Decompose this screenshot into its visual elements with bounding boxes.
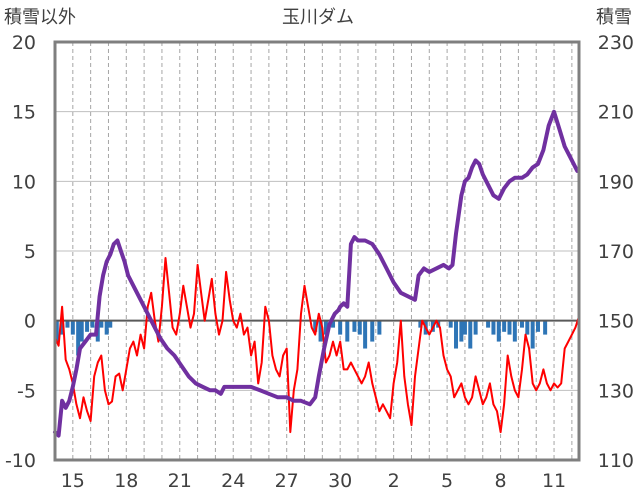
- right-tick-label: 150: [598, 311, 634, 333]
- x-tick-label: 21: [168, 470, 192, 492]
- snow-change-bar: [76, 320, 81, 356]
- snow-change-bar: [418, 320, 423, 328]
- snow-change-bar: [462, 320, 467, 335]
- snow-change-bar: [338, 320, 343, 335]
- left-tick-label: 10: [12, 171, 36, 193]
- right-tick-label: 190: [598, 171, 634, 193]
- plot-frame: [53, 40, 581, 462]
- left-tick-label: 20: [12, 32, 36, 54]
- snow-change-bar: [507, 320, 512, 335]
- snow-change-bar: [543, 320, 548, 335]
- snow-change-bar: [536, 320, 541, 332]
- snow-change-bar: [363, 320, 368, 349]
- snow-change-bar: [496, 320, 501, 342]
- right-axis-title: 積雪: [596, 7, 632, 28]
- snow-change-bar: [318, 320, 323, 342]
- x-tick-label: 8: [495, 470, 507, 492]
- left-tick-label: -5: [17, 380, 36, 402]
- snow-change-bar: [377, 320, 382, 335]
- snow-change-bars: [54, 320, 548, 356]
- snow-change-bar: [85, 320, 90, 332]
- snow-change-bar: [331, 320, 336, 328]
- snow-change-bar: [313, 320, 318, 332]
- snow-change-bar: [530, 320, 535, 349]
- right-tick-label: 210: [598, 102, 634, 124]
- snow-change-bar: [104, 320, 109, 335]
- snow-change-bar: [459, 320, 464, 342]
- snow-change-bar: [525, 320, 530, 335]
- snow-change-bar: [473, 320, 478, 335]
- right-tick-label: 230: [598, 32, 634, 54]
- snow-change-bar: [486, 320, 491, 328]
- snow-change-bar: [352, 320, 357, 332]
- snow-change-bar: [99, 320, 104, 328]
- right-tick-label: 130: [598, 380, 634, 402]
- snow-change-bar: [454, 320, 459, 349]
- snow-change-bar: [90, 320, 95, 328]
- snow-change-bar: [108, 320, 113, 328]
- snow-change-bar: [65, 320, 70, 328]
- right-tick-label: 170: [598, 241, 634, 263]
- snow-change-bar: [79, 320, 84, 342]
- x-tick-label: 30: [328, 470, 352, 492]
- x-tick-label: 15: [61, 470, 85, 492]
- x-tick-label: 24: [221, 470, 245, 492]
- x-tick-label: 18: [114, 470, 138, 492]
- snow-change-bar: [70, 320, 75, 335]
- temperature-line: [54, 257, 580, 434]
- snow-change-bar: [519, 320, 524, 328]
- snow-change-bar: [323, 320, 328, 335]
- snow-change-bar: [502, 320, 507, 332]
- snow-change-bar: [370, 320, 375, 342]
- left-tick-label: -10: [5, 450, 36, 472]
- snow-change-bar: [512, 320, 517, 342]
- snow-depth-line: [53, 109, 580, 438]
- x-tick-label: 5: [441, 470, 453, 492]
- snow-change-bar: [448, 320, 453, 328]
- x-tick-label: 2: [388, 470, 400, 492]
- snow-change-bar: [60, 320, 65, 335]
- left-tick-label: 5: [24, 241, 36, 263]
- snow-change-bar: [345, 320, 350, 342]
- right-tick-label: 110: [598, 450, 634, 472]
- snow-change-bar: [491, 320, 496, 335]
- snow-change-bar: [54, 320, 59, 342]
- left-axis-title: 積雪以外: [4, 7, 76, 28]
- left-tick-label: 15: [12, 102, 36, 124]
- x-tick-label: 11: [542, 470, 566, 492]
- snow-change-bar: [357, 320, 362, 335]
- snow-change-bar: [468, 320, 473, 349]
- chart-title: 玉川ダム: [282, 7, 354, 28]
- x-tick-label: 27: [275, 470, 299, 492]
- left-tick-label: 0: [24, 311, 36, 333]
